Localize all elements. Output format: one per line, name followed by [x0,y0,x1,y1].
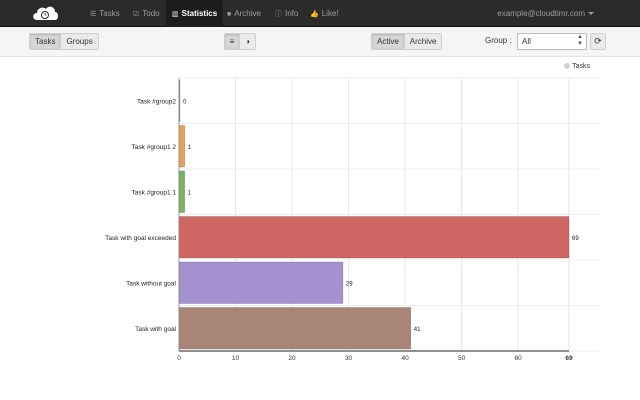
group-select[interactable]: All ▲ ▼ [517,33,587,50]
status-toggle: Active Archive [371,33,443,50]
view-toggle: Tasks Groups [29,33,99,50]
info-icon: ⓘ [275,11,282,18]
nav-archive-label: Archive [234,9,261,18]
data-label: 0 [183,99,187,105]
toolbar: Tasks Groups ≡ ◑ Active Archive Group : … [0,27,640,57]
chart-icon: ▥ [172,11,179,18]
nav-like[interactable]: 👍 Like! [310,0,339,27]
refresh-button[interactable]: ⟳ [590,33,606,50]
nav-tasks-label: Tasks [99,9,120,18]
x-tick-label: 10 [232,355,240,362]
tasks-view-button[interactable]: Tasks [30,34,62,49]
legend-dot-icon [564,63,571,70]
bar [178,216,570,259]
group-select-value: All [522,37,531,46]
top-navbar: ☰ Tasks ☑ Todo ▥ Statistics ■ Archive ⓘ Info … [0,0,640,27]
x-tick-label: 60 [515,355,523,362]
legend-label: Tasks [572,63,590,70]
data-label: 1 [188,190,192,196]
bar-chart: Task #group2 0 Task #group1 2 1 Task #group1… [105,77,599,362]
x-tick-label: 69 [565,355,573,362]
bar-chart-icon[interactable]: ≡ [225,34,240,49]
user-email: example@cloudtimr.com [497,9,585,18]
group-label: Group : [485,36,512,45]
list-icon: ☰ [90,11,97,18]
groups-view-button[interactable]: Groups [61,34,98,49]
nav-tasks[interactable]: ☰ Tasks [90,0,120,27]
nav-todo-label: Todo [142,9,160,18]
nav-info-label: Info [285,9,299,18]
nav-statistics-label: Statistics [181,9,218,18]
x-tick-label: 0 [177,355,181,362]
user-menu[interactable]: example@cloudtimr.com [497,0,594,27]
statistics-chart: Tasks Task #group2 0 Task #group1 2 1 Task #… [0,58,640,400]
cloud-logo-icon[interactable] [30,3,60,24]
archive-icon: ■ [227,11,232,18]
category-label: Task with goal [135,326,176,333]
x-tick-label: 20 [288,355,296,362]
x-tick-label: 30 [345,355,353,362]
data-label: 29 [346,281,353,287]
nav-statistics[interactable]: ▥ Statistics [166,0,224,27]
nav-archive[interactable]: ■ Archive [227,0,261,27]
nav-info[interactable]: ⓘ Info [275,0,298,27]
data-label: 69 [572,236,579,242]
bar [178,170,185,213]
data-label: 41 [414,327,421,333]
bar [178,125,185,168]
select-arrows-icon: ▲ ▼ [577,34,583,47]
active-button[interactable]: Active [372,34,405,49]
x-tick-label: 40 [401,355,409,362]
nav-todo[interactable]: ☑ Todo [133,0,160,27]
chart-type-toggle: ≡ ◑ [224,33,256,50]
bar [178,307,412,350]
checkbox-icon: ☑ [133,11,140,18]
archive-button[interactable]: Archive [404,34,442,49]
category-label: Task #group1 1 [132,189,177,196]
bar [178,261,344,304]
category-label: Task with goal exceeded [105,235,176,242]
category-label: Task without goal [126,280,176,287]
refresh-icon: ⟳ [594,36,602,46]
pie-chart-icon[interactable]: ◑ [240,34,255,49]
data-label: 1 [188,145,192,151]
category-label: Task #group2 [137,98,176,105]
chart-legend: Tasks [564,63,590,70]
thumbs-up-icon: 👍 [310,11,319,18]
nav-like-label: Like! [321,9,339,18]
chevron-down-icon [588,12,594,16]
category-label: Task #group1 2 [132,144,177,151]
x-tick-label: 50 [458,355,466,362]
